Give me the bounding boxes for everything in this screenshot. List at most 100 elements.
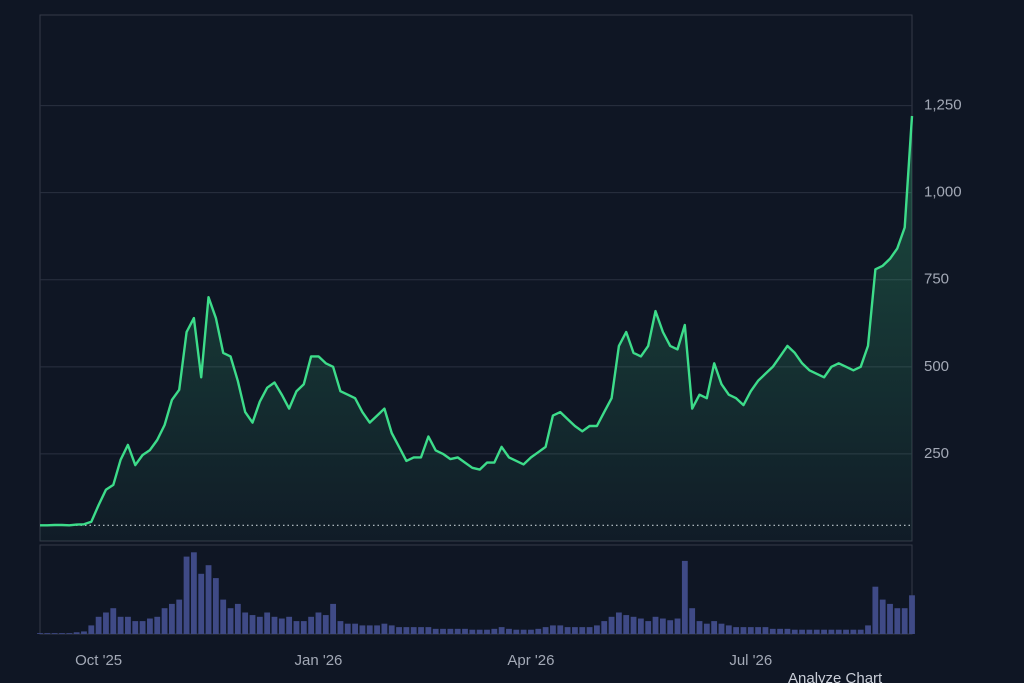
volume-bar: [432, 628, 439, 634]
volume-bar: [572, 627, 578, 634]
volume-bar: [769, 628, 776, 634]
volume-bar: [125, 616, 131, 634]
volume-bar: [88, 625, 95, 634]
x-tick-label: Jul '26: [729, 652, 772, 669]
volume-bar: [498, 627, 505, 634]
volume-bar: [330, 603, 337, 634]
volume-bar: [637, 618, 644, 634]
volume-bar: [879, 599, 886, 634]
x-tick-label: Apr '26: [507, 652, 554, 669]
volume-bar: [462, 628, 468, 634]
volume-bar: [256, 616, 263, 634]
volume-bar: [381, 623, 388, 634]
volume-bar: [506, 628, 512, 634]
volume-bar: [139, 621, 146, 634]
volume-bar: [725, 625, 732, 634]
volume-bar: [623, 615, 630, 634]
volume-bar: [352, 623, 358, 634]
volume-bar: [784, 628, 791, 634]
volume-bar: [359, 625, 366, 634]
volume-bar: [234, 603, 241, 634]
volume-bar: [615, 612, 622, 634]
volume-bar: [777, 628, 784, 634]
volume-bar: [190, 552, 197, 634]
volume-bar: [659, 618, 666, 634]
price-line: [40, 115, 914, 527]
volume-bar: [674, 618, 681, 634]
volume-bar: [388, 625, 395, 634]
volume-bar: [711, 621, 718, 634]
volume-bar: [337, 621, 344, 634]
volume-bar: [733, 627, 740, 634]
volume-bar: [220, 599, 227, 634]
volume-bar: [850, 629, 857, 634]
volume-bar: [901, 608, 908, 634]
volume-bar: [249, 615, 256, 634]
volume-bar: [652, 616, 659, 634]
volume-bar: [447, 628, 454, 634]
volume-bar: [396, 627, 402, 634]
volume-bar: [579, 627, 586, 634]
y-tick-label: 250: [924, 445, 949, 462]
volume-bar: [132, 621, 139, 634]
y-tick-label: 750: [924, 271, 949, 288]
volume-bar: [168, 603, 175, 634]
volume-bar: [586, 627, 593, 634]
volume-bar: [271, 616, 278, 634]
volume-bar: [227, 608, 234, 634]
volume-bar: [410, 627, 417, 634]
volume-bar: [44, 633, 51, 634]
volume-bar: [476, 629, 483, 634]
volume-bar: [425, 627, 432, 634]
volume-bar: [799, 629, 805, 634]
volume-bar: [37, 633, 43, 634]
volume-bar: [117, 616, 124, 634]
volume-bar: [550, 625, 556, 634]
y-tick-label: 1,250: [924, 97, 962, 114]
y-tick-label: 1,000: [924, 184, 962, 201]
volume-bar: [484, 629, 490, 634]
volume-bar: [857, 629, 864, 634]
volume-bar: [630, 616, 637, 634]
volume-bar: [198, 573, 205, 634]
volume-bar: [865, 625, 871, 634]
volume-bar: [264, 612, 271, 634]
volume-bar: [564, 627, 571, 634]
price-area: [40, 116, 912, 541]
volume-bar: [594, 625, 600, 634]
x-tick-label: Oct '25: [75, 652, 122, 669]
volume-bar: [212, 578, 219, 634]
volume-bar: [374, 625, 380, 634]
volume-bar: [176, 599, 183, 634]
volume-bar: [535, 628, 542, 634]
volume-bar: [740, 627, 747, 634]
y-tick-label: 500: [924, 358, 949, 375]
volume-bar: [366, 625, 373, 634]
volume-bar: [747, 627, 754, 634]
volume-bar: [835, 629, 842, 634]
volume-bar: [645, 621, 652, 634]
volume-bar: [344, 623, 351, 634]
volume-bar: [308, 616, 315, 634]
volume-bar: [557, 625, 564, 634]
volume-bar: [821, 629, 827, 634]
volume-bar: [147, 618, 153, 634]
volume-bar: [66, 633, 73, 634]
volume-bar: [278, 618, 285, 634]
analyze-chart-button[interactable]: Analyze Chart: [788, 670, 883, 683]
volume-bar: [95, 616, 102, 634]
volume-bar: [843, 629, 849, 634]
volume-bar: [440, 628, 446, 634]
volume-bar: [520, 629, 527, 634]
volume-bar: [418, 627, 424, 634]
volume-bar: [813, 629, 820, 634]
volume-bar: [51, 633, 58, 634]
volume-bar: [293, 621, 300, 634]
volume-bar: [73, 632, 80, 634]
volume-bar: [322, 615, 329, 634]
volume-bar: [718, 623, 725, 634]
volume-bar: [110, 608, 117, 634]
volume-bar: [513, 629, 520, 634]
